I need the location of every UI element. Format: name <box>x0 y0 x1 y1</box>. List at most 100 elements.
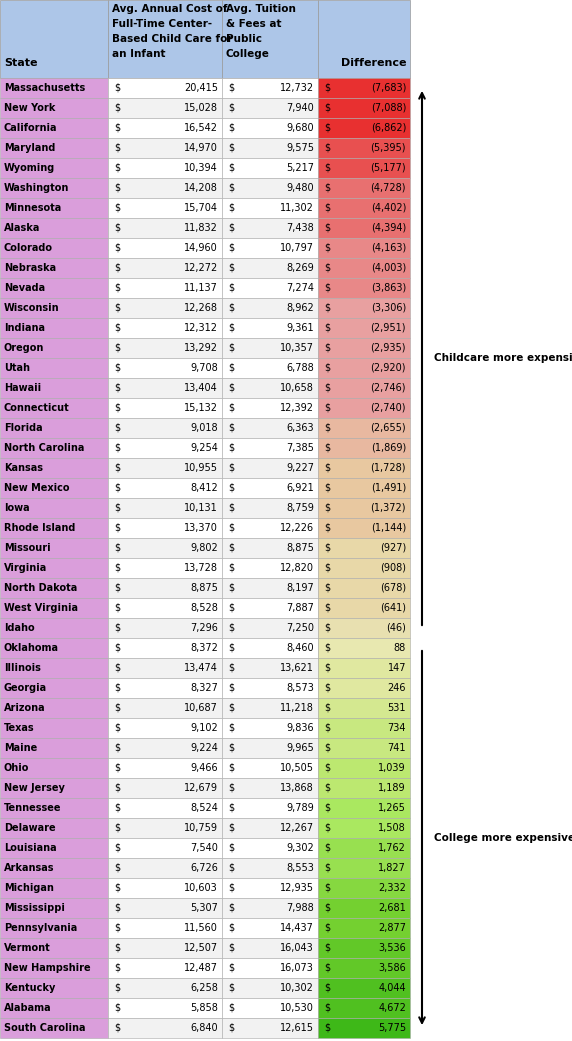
Text: $: $ <box>114 683 120 693</box>
Bar <box>0 778 108 798</box>
Text: 1,508: 1,508 <box>378 823 406 833</box>
Bar <box>108 478 222 498</box>
Bar <box>318 638 410 658</box>
Bar <box>0 0 108 78</box>
Bar <box>222 318 318 338</box>
Text: $: $ <box>228 923 234 933</box>
Text: Maine: Maine <box>4 743 37 753</box>
Bar <box>318 338 410 358</box>
Bar <box>0 78 108 98</box>
Text: 13,728: 13,728 <box>184 563 218 573</box>
Text: $: $ <box>228 703 234 713</box>
Bar <box>318 298 410 318</box>
Text: 6,840: 6,840 <box>190 1023 218 1033</box>
Text: 9,480: 9,480 <box>287 183 314 193</box>
Bar <box>0 658 108 678</box>
Text: $: $ <box>324 943 330 953</box>
Bar <box>0 977 108 998</box>
Bar <box>108 198 222 218</box>
Text: 10,759: 10,759 <box>184 823 218 833</box>
Bar <box>108 918 222 938</box>
Bar <box>108 138 222 158</box>
Text: $: $ <box>114 383 120 393</box>
Text: 12,312: 12,312 <box>184 323 218 333</box>
Text: $: $ <box>324 123 330 133</box>
Bar <box>0 998 108 1018</box>
Bar <box>0 578 108 598</box>
Bar <box>318 478 410 498</box>
Bar <box>318 738 410 758</box>
Text: $: $ <box>228 223 234 233</box>
Text: $: $ <box>324 903 330 913</box>
Bar <box>0 478 108 498</box>
Text: (4,163): (4,163) <box>371 243 406 253</box>
Text: $: $ <box>324 163 330 173</box>
Text: (4,402): (4,402) <box>371 203 406 213</box>
Text: $: $ <box>114 203 120 213</box>
Text: $: $ <box>228 363 234 373</box>
Bar <box>0 638 108 658</box>
Bar <box>0 238 108 258</box>
Text: $: $ <box>114 443 120 453</box>
Text: State: State <box>4 58 38 68</box>
Bar <box>318 618 410 638</box>
Bar <box>0 699 108 718</box>
Text: Delaware: Delaware <box>4 823 55 833</box>
Text: Public: Public <box>226 34 262 44</box>
Bar <box>318 118 410 138</box>
Text: $: $ <box>114 263 120 273</box>
Bar <box>222 938 318 958</box>
Text: 8,875: 8,875 <box>190 583 218 593</box>
Bar <box>108 158 222 178</box>
Bar <box>318 458 410 478</box>
Bar <box>222 618 318 638</box>
Bar <box>318 438 410 458</box>
Text: 9,680: 9,680 <box>287 123 314 133</box>
Text: 7,540: 7,540 <box>190 843 218 853</box>
Text: $: $ <box>324 483 330 493</box>
Text: $: $ <box>228 323 234 333</box>
Text: $: $ <box>324 243 330 253</box>
Text: $: $ <box>228 463 234 473</box>
Text: $: $ <box>324 303 330 313</box>
Text: $: $ <box>228 843 234 853</box>
Text: $: $ <box>324 703 330 713</box>
Text: 9,836: 9,836 <box>287 723 314 733</box>
Text: 12,226: 12,226 <box>280 523 314 533</box>
Bar <box>0 138 108 158</box>
Text: 12,679: 12,679 <box>184 783 218 793</box>
Text: 9,802: 9,802 <box>190 543 218 553</box>
Bar <box>222 738 318 758</box>
Text: 9,965: 9,965 <box>286 743 314 753</box>
Bar <box>318 378 410 398</box>
Text: $: $ <box>228 103 234 113</box>
Bar <box>108 418 222 438</box>
Bar <box>318 78 410 98</box>
Text: $: $ <box>324 203 330 213</box>
Text: $: $ <box>114 323 120 333</box>
Bar <box>108 498 222 518</box>
Text: New York: New York <box>4 103 55 113</box>
Bar <box>108 778 222 798</box>
Text: $: $ <box>324 683 330 693</box>
Text: $: $ <box>114 903 120 913</box>
Text: 8,524: 8,524 <box>190 803 218 813</box>
Bar <box>0 118 108 138</box>
Text: $: $ <box>228 883 234 893</box>
Bar <box>0 1018 108 1038</box>
Text: 6,726: 6,726 <box>190 863 218 873</box>
Bar <box>222 998 318 1018</box>
Text: $: $ <box>228 303 234 313</box>
Bar <box>318 578 410 598</box>
Text: 13,370: 13,370 <box>184 523 218 533</box>
Text: 8,460: 8,460 <box>287 643 314 653</box>
Bar <box>318 758 410 778</box>
Text: (5,177): (5,177) <box>371 163 406 173</box>
Text: (1,728): (1,728) <box>371 463 406 473</box>
Text: $: $ <box>228 623 234 633</box>
Text: 7,250: 7,250 <box>286 623 314 633</box>
Text: $: $ <box>324 563 330 573</box>
Text: 16,043: 16,043 <box>280 943 314 953</box>
Text: Oklahoma: Oklahoma <box>4 643 59 653</box>
Text: 12,935: 12,935 <box>280 883 314 893</box>
